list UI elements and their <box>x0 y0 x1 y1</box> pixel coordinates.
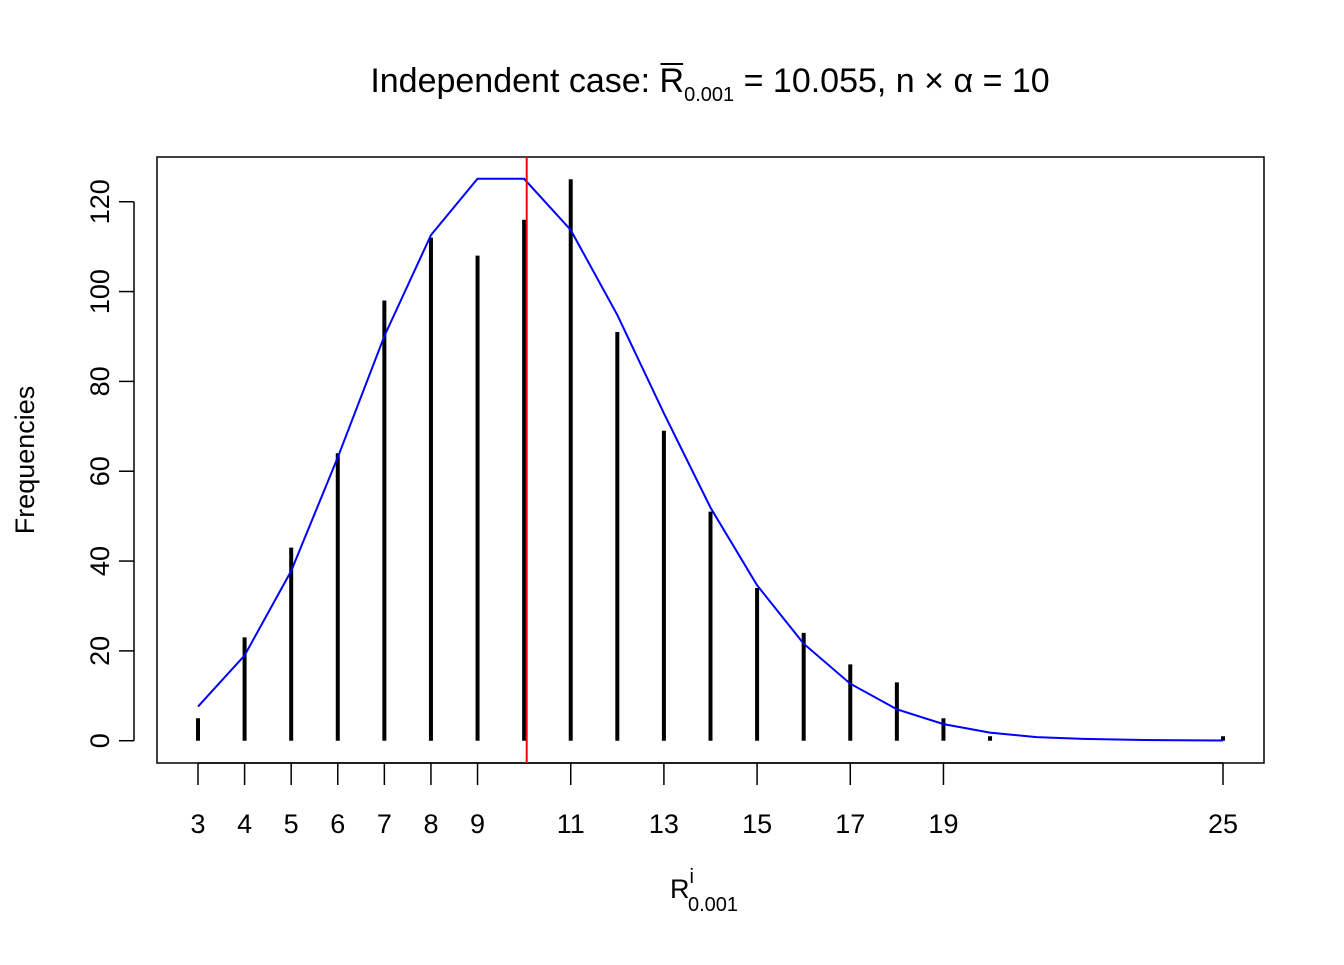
y-tick-label: 100 <box>85 269 115 314</box>
x-title-superscript: i <box>690 866 694 888</box>
y-axis-title: Frequencies <box>10 386 40 535</box>
x-tick-label: 11 <box>557 809 585 839</box>
x-axis: 3 4 5 6 7 8 9 11 13 15 17 19 25 <box>190 762 1238 839</box>
title-suffix: = 10.055, n × α = 10 <box>734 62 1050 100</box>
title-symbol: R <box>660 62 685 100</box>
x-tick-label: 4 <box>237 809 252 839</box>
x-tick-label: 25 <box>1208 809 1238 839</box>
y-tick-label: 20 <box>85 636 115 666</box>
x-title-subscript: 0.001 <box>688 894 738 916</box>
y-axis: 0 20 40 60 80 100 120 <box>85 179 135 748</box>
title-subscript: 0.001 <box>684 84 734 106</box>
x-tick-label: 15 <box>742 809 772 839</box>
x-tick-label: 9 <box>470 809 485 839</box>
y-tick-label: 80 <box>85 366 115 396</box>
fit-line-series <box>197 177 1224 742</box>
y-tick-label: 0 <box>85 733 115 748</box>
x-tick-label: 3 <box>190 809 205 839</box>
x-tick-label: 6 <box>330 809 345 839</box>
fit-line <box>197 177 1224 742</box>
x-tick-label: 5 <box>284 809 299 839</box>
x-tick-label: 13 <box>649 809 679 839</box>
x-tick-label: 8 <box>423 809 438 839</box>
x-axis-title: Ri 0.001 <box>670 866 738 916</box>
x-tick-label: 17 <box>835 809 865 839</box>
y-tick-label: 120 <box>85 179 115 224</box>
x-tick-label: 7 <box>377 809 392 839</box>
y-tick-label: 40 <box>85 546 115 576</box>
y-tick-label: 60 <box>85 456 115 486</box>
title-prefix: Independent case: <box>370 62 659 100</box>
x-title-base: R <box>670 874 690 904</box>
bar-series <box>196 179 1225 741</box>
x-tick-label: 19 <box>928 809 958 839</box>
chart-title: Independent case: R0.001 = 10.055, n × α… <box>370 62 1049 106</box>
